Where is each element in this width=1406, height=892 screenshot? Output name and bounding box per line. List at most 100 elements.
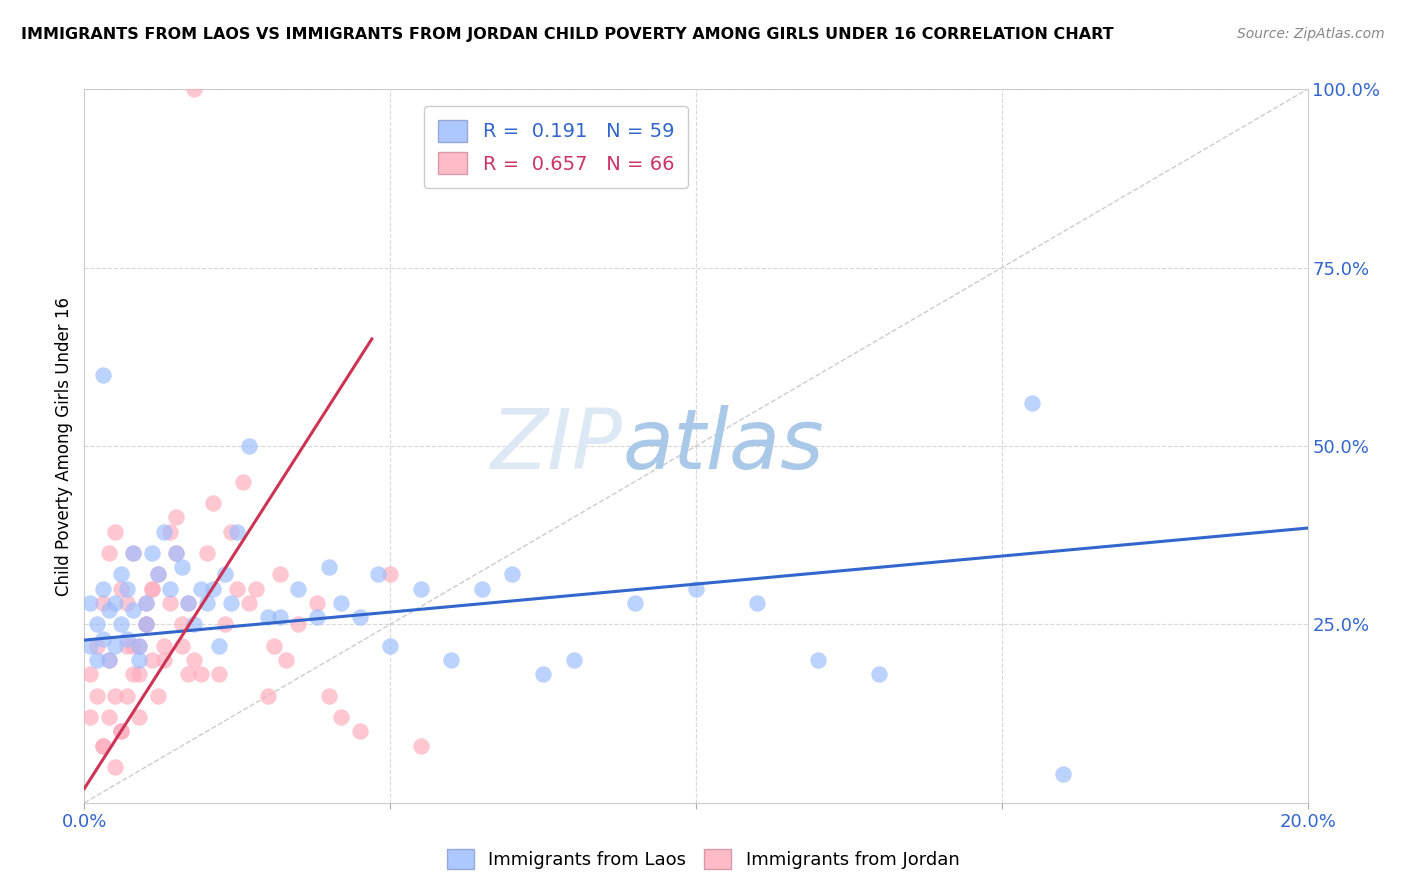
Point [287,617,309,632]
Point [219,524,242,539]
Point [79,596,101,610]
Point [219,596,242,610]
Point [97,653,120,667]
Point [115,596,138,610]
Point [305,610,328,624]
Point [195,546,218,560]
Point [128,639,150,653]
Point [115,639,138,653]
Point [91,739,114,753]
Point [349,610,371,624]
Point [135,617,157,632]
Point [153,524,176,539]
Point [183,617,205,632]
Point [122,603,145,617]
Point [208,639,231,653]
Point [91,582,114,596]
Point [172,560,194,574]
Y-axis label: Child Poverty Among Girls Under 16: Child Poverty Among Girls Under 16 [55,296,73,596]
Point [91,632,114,646]
Point [208,667,231,681]
Point [135,617,157,632]
Point [91,368,114,382]
Point [190,582,212,596]
Point [110,724,132,739]
Point [115,689,138,703]
Point [318,689,340,703]
Point [269,567,291,582]
Point [747,596,769,610]
Point [409,582,432,596]
Point [146,689,169,703]
Point [79,667,101,681]
Point [79,710,101,724]
Point [330,596,353,610]
Point [172,639,194,653]
Point [128,639,150,653]
Point [380,567,402,582]
Point [104,760,127,774]
Point [104,689,127,703]
Point [141,653,163,667]
Point [214,617,236,632]
Point [380,639,402,653]
Point [269,610,291,624]
Point [159,524,181,539]
Point [104,524,127,539]
Point [562,653,585,667]
Point [287,582,309,596]
Point [128,710,150,724]
Point [86,653,108,667]
Point [91,739,114,753]
Point [238,439,260,453]
Point [226,524,249,539]
Point [86,639,108,653]
Point [183,653,205,667]
Point [122,546,145,560]
Point [471,582,494,596]
Point [440,653,463,667]
Point [195,596,218,610]
Point [146,567,169,582]
Point [110,582,132,596]
Point [409,739,432,753]
Point [276,653,298,667]
Point [110,617,132,632]
Point [330,710,353,724]
Point [869,667,891,681]
Text: atlas: atlas [623,406,824,486]
Point [104,596,127,610]
Point [141,582,163,596]
Point [177,667,200,681]
Point [104,639,127,653]
Point [531,667,554,681]
Point [115,632,138,646]
Point [128,653,150,667]
Point [502,567,524,582]
Point [135,617,157,632]
Legend: Immigrants from Laos, Immigrants from Jordan: Immigrants from Laos, Immigrants from Jo… [437,839,969,879]
Point [86,617,108,632]
Point [165,546,187,560]
Point [97,710,120,724]
Point [349,724,371,739]
Point [257,689,280,703]
Point [807,653,830,667]
Point [245,582,267,596]
Point [201,582,224,596]
Point [122,546,145,560]
Point [122,667,145,681]
Point [214,567,236,582]
Point [146,567,169,582]
Point [1021,396,1043,410]
Text: IMMIGRANTS FROM LAOS VS IMMIGRANTS FROM JORDAN CHILD POVERTY AMONG GIRLS UNDER 1: IMMIGRANTS FROM LAOS VS IMMIGRANTS FROM … [21,27,1114,42]
Point [1052,767,1074,781]
Point [165,546,187,560]
Point [165,510,187,524]
Point [257,610,280,624]
Point [141,546,163,560]
Point [685,582,707,596]
Point [367,567,389,582]
Point [97,546,120,560]
Point [305,596,328,610]
